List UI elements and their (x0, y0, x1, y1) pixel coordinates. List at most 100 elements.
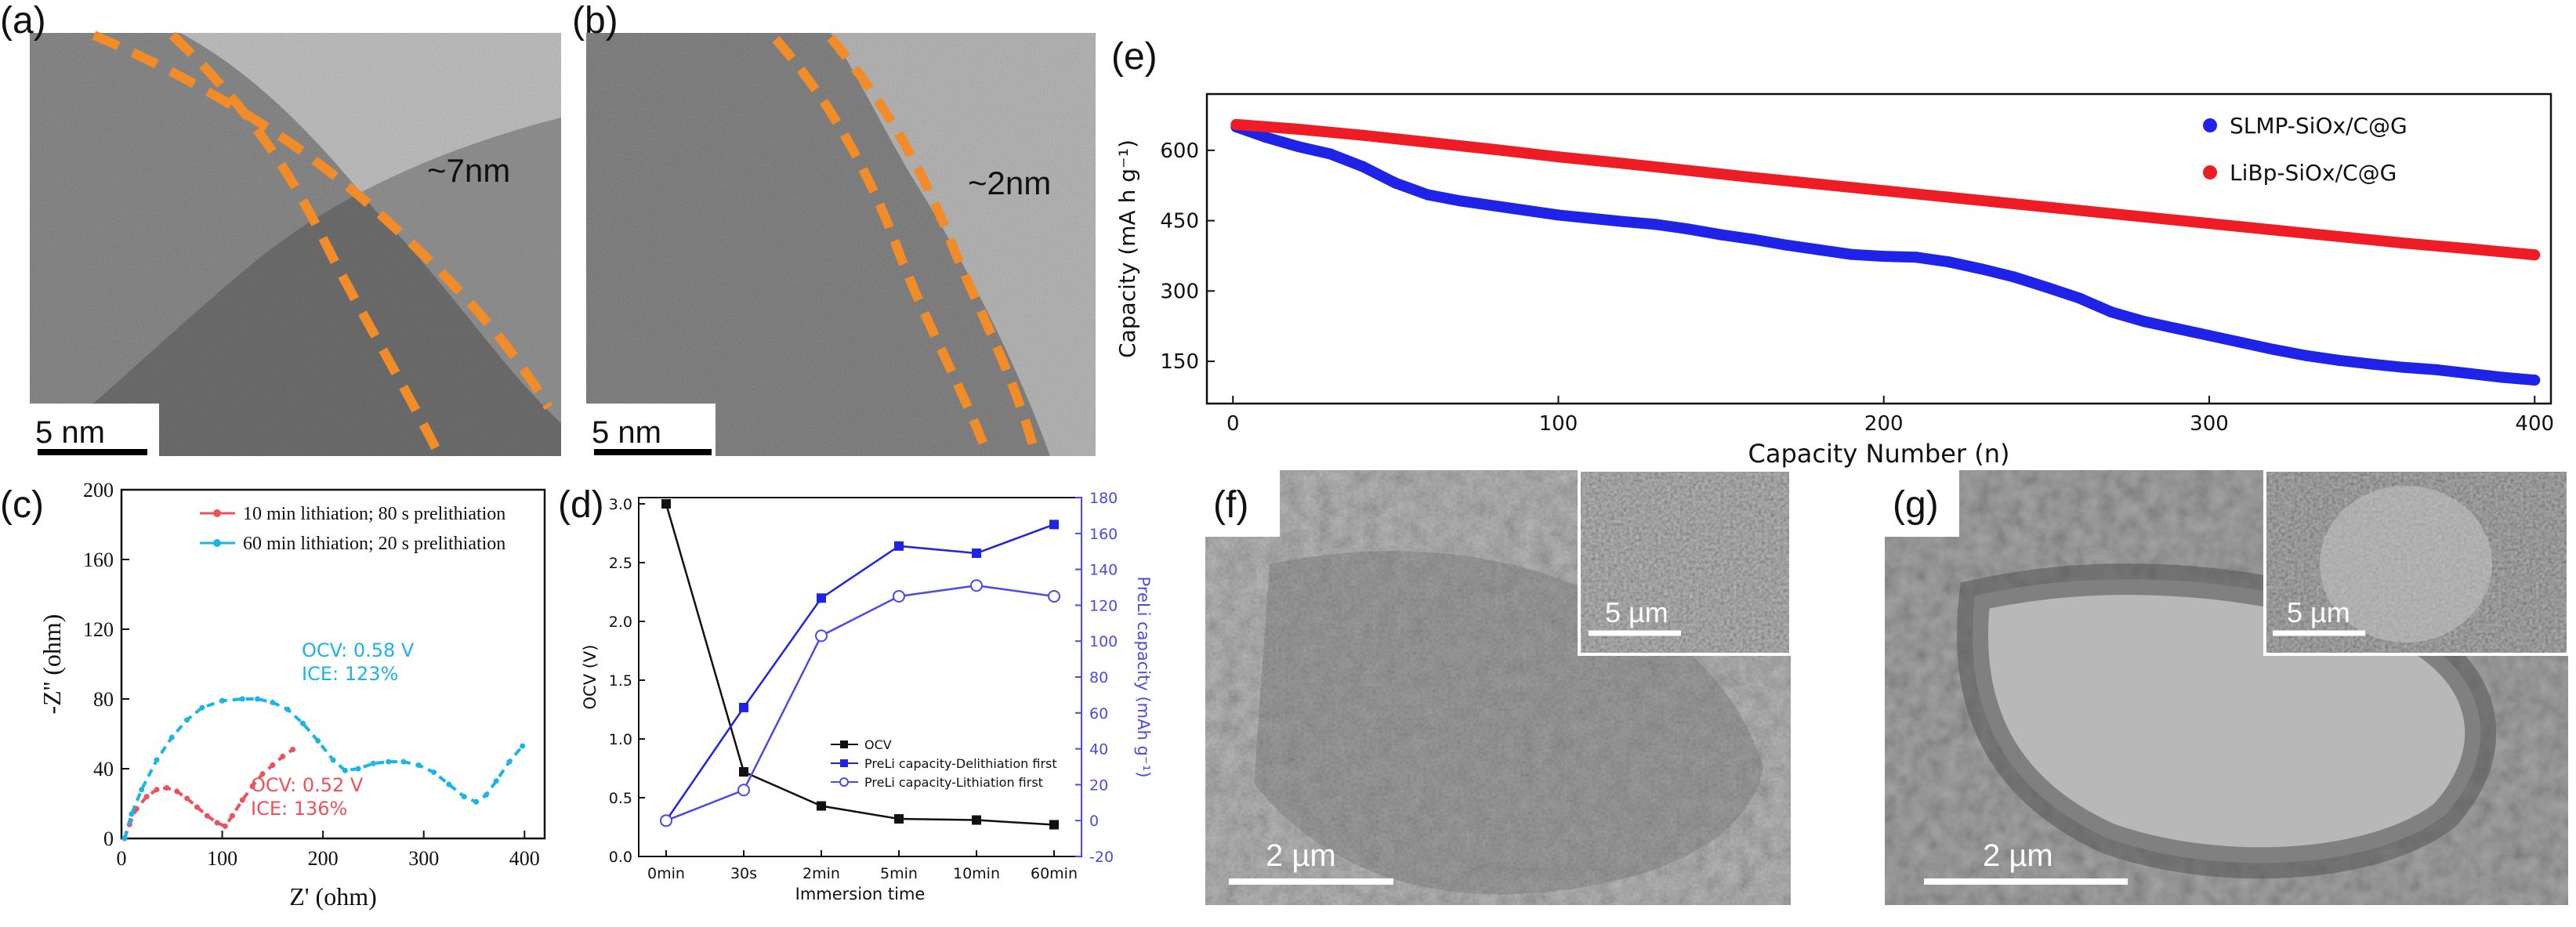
chart-c-point (330, 757, 336, 763)
chart-e-point (1487, 200, 1499, 212)
panel-a-thickness-label: ~7nm (427, 152, 510, 189)
chart-e-point (2464, 243, 2476, 255)
chart-d-legend-marker (840, 741, 848, 748)
chart-c-point (184, 717, 190, 723)
chart-c-ytick-label: 80 (93, 688, 114, 711)
chart-e-point (1813, 244, 1824, 255)
chart-e-point (1781, 239, 1792, 251)
chart-c-point (520, 743, 526, 749)
chart-e-xtick-label: 300 (2190, 412, 2229, 436)
chart-d-y2tick-label: 40 (1089, 741, 1108, 759)
chart-c-point (299, 720, 306, 726)
chart-c-legend-marker (213, 539, 221, 547)
chart-c-point (239, 696, 245, 702)
chart-d-point (737, 784, 750, 797)
chart-e-point (1716, 229, 1727, 241)
chart-e-point (1748, 172, 1759, 183)
chart-d-point (817, 593, 826, 603)
chart-e-point (1324, 148, 1336, 160)
chart-c-point (154, 757, 160, 763)
chart-c-point (168, 734, 175, 741)
chart-e-point (2529, 375, 2541, 386)
chart-c-point (461, 794, 467, 800)
chart-c-point (493, 778, 499, 784)
chart-d-ytick-label: 1.0 (609, 731, 632, 748)
chart-c-ytick-label: 120 (83, 618, 114, 641)
chart-d-point (894, 541, 904, 551)
chart-c-point (280, 753, 286, 759)
chart-e-legend-marker (2203, 165, 2217, 179)
chart-c-point (446, 781, 452, 788)
chart-e-point (1650, 219, 1662, 230)
chart-c-point (219, 697, 226, 704)
chart-c-ytick-label: 200 (83, 479, 114, 502)
panel-f-inset-scale-label: 5 µm (1605, 596, 1668, 628)
panel-g-inset (2263, 469, 2570, 656)
panel-f-label-box (1205, 470, 1280, 537)
chart-c-xtick-label: 400 (509, 847, 540, 870)
chart-e-point (1943, 256, 1955, 268)
chart-d-y2tick-label: 100 (1089, 633, 1118, 650)
chart-e-point (1292, 123, 1304, 135)
panel-g-label-box (1885, 470, 1959, 537)
panel-a-label: (a) (0, 0, 46, 42)
chart-d-point (1049, 820, 1059, 830)
chart-e-point (1455, 195, 1466, 207)
chart-d-series-line (665, 523, 1055, 821)
panel-a-scale-label: 5 nm (35, 415, 105, 450)
panel-c-label: (c) (0, 484, 44, 526)
chart-c-ytick-label: 160 (83, 549, 114, 571)
chart-d-y2tick-label: -20 (1089, 849, 1114, 866)
chart-e-point (2041, 281, 2052, 293)
chart-c-point (255, 696, 261, 702)
chart-d-ytick-label: 0.5 (609, 790, 632, 807)
chart-e-point (1813, 178, 1824, 190)
panel-g-inset-scale-label: 5 µm (2287, 596, 2350, 628)
chart-e-ytick-label: 600 (1160, 139, 1199, 163)
chart-e-point (1878, 251, 1889, 263)
chart-c-point (129, 811, 135, 817)
chart-c-point (270, 699, 276, 705)
chart-e-xtick-label: 100 (1539, 412, 1578, 436)
chart-d-y2tick-label: 80 (1089, 669, 1108, 686)
chart-e-point (2301, 349, 2313, 361)
chart-d-point (970, 579, 983, 592)
chart-c-point (370, 760, 376, 766)
chart-e-point (2399, 237, 2411, 249)
panel-b-scale-box (586, 404, 716, 456)
chart-d-y2tick-label: 0 (1089, 813, 1099, 830)
chart-d-point (739, 767, 748, 777)
chart-d-series-line (665, 584, 1055, 822)
chart-c-point (355, 766, 361, 772)
chart-e-point (2171, 323, 2183, 335)
chart-e-point (1911, 252, 1922, 263)
chart-e-point (1552, 209, 1564, 221)
chart-d-ytick-label: 3.0 (609, 496, 632, 513)
chart-d-legend-label: PreLi capacity-Delithiation first (864, 756, 1057, 771)
panel-f-label: (f) (1213, 484, 1248, 526)
chart-c-xlabel: Z' (ohm) (289, 882, 377, 911)
chart-d: 0min 30s 2min 5min 10min 60min 0.0 0.5 1.0 1.5 2.0… (581, 490, 1153, 903)
chart-d-point (894, 814, 904, 824)
panel-g-scale-label: 2 µm (1983, 838, 2053, 873)
chart-e-frame (1205, 92, 2552, 405)
chart-e-point (1487, 143, 1499, 155)
chart-e-ytick-label: 300 (1160, 280, 1199, 303)
chart-d-point (1048, 589, 1060, 603)
chart-e-point (1585, 212, 1596, 224)
chart-c-xtick-label: 300 (408, 847, 439, 870)
chart-d-point (1049, 520, 1059, 530)
chart-c-point (506, 759, 513, 765)
chart-e-point (1846, 248, 1857, 260)
chart-e-point (1878, 185, 1889, 197)
chart-e-point (2269, 224, 2281, 236)
chart-c-point (139, 787, 145, 793)
chart-c-point (199, 704, 205, 711)
chart-d-ytick-label: 2.0 (609, 614, 632, 631)
chart-e-point (2203, 330, 2215, 342)
chart-e-point (1292, 141, 1304, 153)
chart-c-point (194, 804, 200, 810)
chart-c-annotation: OCV: 0.52 V (251, 774, 364, 796)
chart-c-point (239, 797, 245, 803)
chart-e-point (1683, 223, 1694, 235)
